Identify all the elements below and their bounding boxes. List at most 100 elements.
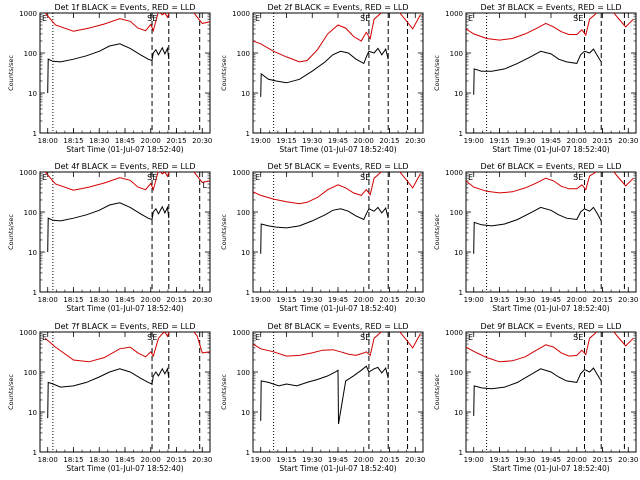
detector-panel: Det 5f BLACK = Events, RED = LLD Counts/s… (220, 162, 425, 313)
plot-frame (465, 331, 637, 453)
plot-frame (465, 12, 637, 134)
x-tick-label: 19:00 (251, 137, 271, 145)
detector-panel: Det 9f BLACK = Events, RED = LLD Counts/s… (433, 322, 638, 473)
x-tick-label: 19:15 (276, 456, 296, 464)
detector-panel: Det 8f BLACK = Events, RED = LLD Counts/s… (220, 322, 425, 473)
x-tick-label: 20:15 (379, 296, 399, 304)
y-tick-label: 1000 (445, 169, 463, 177)
y-tick-label: 10 (241, 409, 250, 417)
corner-flag: E (255, 14, 260, 23)
black-series-line (473, 367, 602, 416)
corner-flag: SE (573, 333, 583, 342)
x-tick-label: 20:00 (354, 296, 374, 304)
x-tick-label: 19:30 (515, 296, 535, 304)
x-tick-label: 18:00 (38, 456, 58, 464)
corner-flag: E (468, 173, 473, 182)
y-axis-label: Counts/sec (7, 55, 15, 91)
panel-title: Det 9f BLACK = Events, RED = LLD (480, 322, 621, 331)
corner-flag: L (203, 181, 208, 190)
black-series-line (260, 206, 389, 254)
x-tick-label: 20:15 (166, 296, 186, 304)
x-tick-label: 19:15 (276, 137, 296, 145)
y-tick-label: 1 (459, 289, 463, 297)
black-series-line (47, 43, 170, 94)
y-tick-label: 10 (454, 249, 463, 257)
x-axis-label: Start Time (01-Jul-07 18:52:40) (492, 145, 609, 154)
x-tick-label: 19:15 (489, 137, 509, 145)
x-axis-label: Start Time (01-Jul-07 18:52:40) (492, 304, 609, 313)
x-tick-label: 19:45 (328, 296, 348, 304)
plot-frame (465, 171, 637, 293)
y-tick-label: 100 (24, 369, 37, 377)
corner-flag: E (42, 173, 47, 182)
panel-title: Det 4f BLACK = Events, RED = LLD (54, 162, 195, 171)
y-tick-label: 1 (459, 130, 463, 138)
plot-area (466, 172, 634, 292)
y-tick-label: 1000 (445, 10, 463, 18)
x-tick-label: 19:00 (464, 456, 484, 464)
x-tick-label: 20:30 (405, 296, 425, 304)
y-tick-label: 100 (24, 209, 37, 217)
y-tick-label: 10 (241, 249, 250, 257)
corner-flag: SE (360, 173, 370, 182)
red-series-line (44, 172, 210, 192)
red-series-line (44, 332, 210, 363)
x-tick-label: 20:30 (192, 456, 212, 464)
x-tick-label: 20:00 (567, 296, 587, 304)
corner-flag: E (42, 14, 47, 23)
y-axis-label: Counts/sec (433, 214, 441, 250)
detector-panel: Det 2f BLACK = Events, RED = LLD Counts/s… (220, 3, 425, 154)
x-tick-label: 18:45 (115, 296, 135, 304)
x-axis-label: Start Time (01-Jul-07 18:52:40) (66, 304, 183, 313)
corner-flag: SE (360, 333, 370, 342)
black-series-line (260, 47, 389, 97)
x-axis-label: Start Time (01-Jul-07 18:52:40) (279, 304, 396, 313)
detector-panel: Det 3f BLACK = Events, RED = LLD Counts/s… (433, 3, 638, 154)
y-tick-label: 100 (450, 50, 463, 58)
y-tick-label: 1 (459, 449, 463, 457)
x-tick-label: 19:30 (302, 137, 322, 145)
x-tick-label: 19:15 (276, 296, 296, 304)
y-tick-label: 1000 (232, 329, 250, 337)
x-axis-label: Start Time (01-Jul-07 18:52:40) (66, 464, 183, 473)
x-axis-label: Start Time (01-Jul-07 18:52:40) (492, 464, 609, 473)
x-tick-label: 20:15 (166, 137, 186, 145)
x-tick-label: 19:30 (515, 137, 535, 145)
y-tick-label: 100 (237, 50, 250, 58)
detector-panel: Det 7f BLACK = Events, RED = LLD Counts/s… (7, 322, 212, 473)
x-tick-label: 20:00 (354, 137, 374, 145)
black-series-line (473, 48, 602, 95)
x-tick-label: 19:45 (541, 456, 561, 464)
x-tick-label: 20:15 (592, 137, 612, 145)
x-tick-label: 20:15 (379, 456, 399, 464)
y-tick-label: 1 (33, 449, 37, 457)
x-tick-label: 18:45 (115, 456, 135, 464)
x-tick-label: 19:30 (515, 456, 535, 464)
y-tick-label: 1000 (445, 329, 463, 337)
y-axis-label: Counts/sec (220, 374, 228, 410)
corner-flag: E (42, 333, 47, 342)
x-tick-label: 18:00 (38, 296, 58, 304)
red-series-line (466, 332, 634, 363)
y-axis-label: Counts/sec (7, 374, 15, 410)
red-series-line (466, 172, 634, 194)
y-tick-label: 1000 (19, 169, 37, 177)
x-tick-label: 20:30 (192, 137, 212, 145)
x-tick-label: 19:15 (489, 296, 509, 304)
y-tick-label: 1 (246, 289, 250, 297)
x-tick-label: 18:15 (63, 296, 83, 304)
x-tick-label: 19:30 (302, 296, 322, 304)
x-tick-label: 18:45 (115, 137, 135, 145)
x-tick-label: 20:30 (618, 296, 638, 304)
detector-panel: Det 4f BLACK = Events, RED = LLD Counts/s… (7, 162, 212, 313)
panel-title: Det 3f BLACK = Events, RED = LLD (480, 3, 621, 12)
y-tick-label: 100 (237, 369, 250, 377)
x-tick-label: 20:30 (618, 137, 638, 145)
panel-title: Det 6f BLACK = Events, RED = LLD (480, 162, 621, 171)
y-tick-label: 1000 (19, 329, 37, 337)
panel-title: Det 7f BLACK = Events, RED = LLD (54, 322, 195, 331)
x-tick-label: 19:45 (541, 137, 561, 145)
y-tick-label: 1 (246, 449, 250, 457)
x-axis-label: Start Time (01-Jul-07 18:52:40) (279, 464, 396, 473)
